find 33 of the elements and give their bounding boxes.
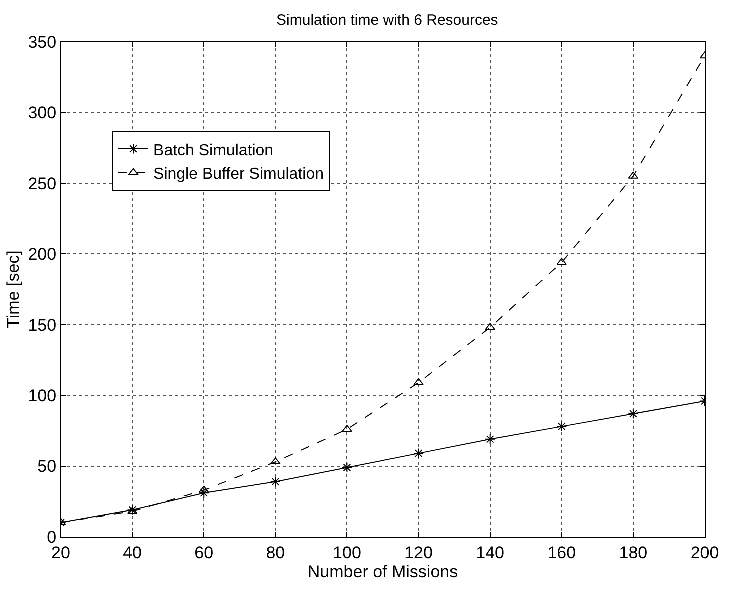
legend-label: Single Buffer Simulation [154, 166, 324, 184]
point [270, 458, 281, 465]
x-tick-label: 160 [548, 543, 576, 562]
y-axis-title: Time [sec] [4, 250, 23, 328]
chart-title: Simulation time with 6 Resources [276, 12, 498, 30]
point [270, 476, 281, 488]
y-tick-label: 50 [38, 457, 57, 476]
point [413, 448, 424, 459]
x-tick-label: 100 [333, 543, 362, 562]
x-tick-label: 40 [123, 543, 142, 562]
x-axis-title: Number of Missions [308, 562, 458, 582]
y-tick-label: 350 [28, 32, 57, 52]
point [342, 462, 353, 473]
x-tick-label: 80 [266, 543, 286, 562]
point [342, 425, 352, 432]
x-tick-label: 140 [476, 543, 505, 562]
x-tick-label: 60 [194, 543, 214, 562]
y-tick-label: 300 [28, 104, 57, 123]
point [556, 421, 568, 432]
point [198, 488, 210, 498]
x-tick-label: 120 [404, 543, 433, 562]
point [628, 408, 639, 420]
x-tick-label: 180 [619, 543, 648, 562]
x-tick-label: 200 [690, 543, 720, 562]
y-tick-label: 200 [28, 245, 57, 264]
legend-label: Batch Simulation [154, 142, 274, 160]
point [414, 378, 424, 386]
y-tick-label: 250 [28, 174, 57, 194]
point [485, 323, 496, 330]
point [485, 434, 496, 445]
y-tick-label: 100 [28, 386, 57, 406]
y-tick-label: 150 [28, 316, 57, 335]
point [127, 504, 138, 516]
